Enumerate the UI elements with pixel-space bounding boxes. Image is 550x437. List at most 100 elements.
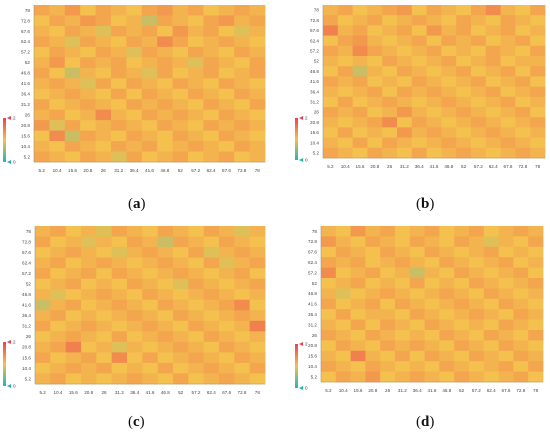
heatmap-cell	[528, 226, 544, 237]
heatmap-cell	[127, 331, 143, 343]
heatmap-cell	[367, 35, 383, 47]
x-tick-label: 72.8	[516, 388, 525, 393]
heatmap-cell	[127, 247, 143, 258]
heatmap-cell	[515, 35, 531, 47]
heatmap-cell	[456, 76, 472, 87]
colorbar-max-label: 2	[13, 340, 16, 345]
heatmap-cell	[218, 78, 235, 90]
x-tick-label: 10.4	[339, 388, 348, 393]
heatmap-cell	[515, 107, 531, 118]
heatmap-cell	[500, 5, 516, 16]
heatmap-cell	[424, 288, 440, 300]
heatmap-cell	[321, 350, 337, 362]
heatmap-cell	[483, 257, 499, 268]
heatmap-cell	[500, 147, 516, 159]
heatmap-cell	[127, 289, 143, 301]
heatmap-cell	[234, 99, 250, 111]
heatmap-cell	[352, 66, 368, 77]
heatmap-cell	[126, 5, 143, 16]
heatmap-cell	[126, 109, 143, 121]
heatmap-cell	[500, 127, 516, 138]
heatmap-cell	[95, 88, 112, 100]
x-tick-label: 5.2	[325, 388, 332, 393]
x-tick-label: 41.6	[430, 164, 439, 169]
heatmap-cell	[50, 299, 67, 311]
heatmap-cell	[173, 373, 189, 385]
x-tick-label: 5.2	[327, 164, 334, 169]
heatmap-cell	[335, 298, 351, 310]
heatmap-cell	[350, 361, 366, 372]
heatmap-cell	[382, 56, 398, 67]
heatmap-cell	[367, 137, 383, 149]
x-tick-label: 52	[461, 164, 467, 169]
heatmap-cell	[188, 341, 205, 353]
heatmap-cell	[95, 99, 112, 111]
x-tick-label: 26	[101, 390, 107, 395]
heatmap-cell	[142, 341, 159, 353]
heatmap-cell	[513, 257, 529, 268]
heatmap-cell	[173, 247, 189, 258]
heatmap-cell	[234, 151, 250, 163]
heatmap-cell	[323, 86, 339, 98]
heatmap-cell	[249, 362, 266, 374]
colorbar-min-marker	[7, 384, 11, 388]
heatmap-cell	[483, 246, 499, 258]
colorbar	[295, 118, 298, 160]
x-tick-label: 62.4	[489, 164, 498, 169]
heatmap-cell	[218, 151, 235, 163]
heatmap-cell	[380, 288, 396, 300]
heatmap-cells	[34, 5, 266, 163]
heatmap-cell	[218, 88, 235, 100]
heatmap-cell	[234, 36, 250, 48]
heatmap-cell	[456, 45, 472, 57]
heatmap-cell	[382, 86, 398, 98]
heatmap-cell	[126, 88, 143, 100]
x-tick-label: 67.6	[504, 164, 513, 169]
heatmap-cell	[485, 5, 501, 16]
heatmap-cell	[96, 320, 113, 332]
heatmap-cell	[95, 57, 112, 69]
heatmap-cell	[50, 373, 67, 385]
heatmap-cell	[50, 331, 67, 343]
heatmap-cell	[337, 147, 353, 159]
heatmap-cell	[411, 5, 427, 16]
colorbar-min-label: 0	[13, 160, 16, 165]
heatmap-cell	[126, 78, 143, 90]
y-tick-label: 62.4	[22, 260, 31, 265]
heatmap-cell	[141, 99, 158, 111]
heatmap-cell	[454, 350, 470, 362]
heatmap-cell	[111, 236, 128, 248]
heatmap-cell	[188, 46, 204, 58]
heatmap-cell	[426, 45, 442, 57]
heatmap-cell	[397, 137, 413, 149]
heatmap-cell	[323, 127, 339, 138]
x-tick-label: 46.8	[160, 168, 169, 173]
x-tick-label: 36.4	[415, 164, 424, 169]
heatmap-cell	[397, 96, 413, 108]
heatmap-cell	[127, 278, 143, 290]
heatmap-cell	[352, 5, 368, 16]
heatmap-cell	[513, 330, 529, 341]
heatmap-cell	[365, 371, 381, 383]
x-tick-label: 36.4	[130, 168, 139, 173]
heatmap-cell	[382, 35, 398, 47]
heatmap-cell	[126, 46, 143, 58]
heatmap-cell	[471, 96, 487, 108]
heatmap-cell	[321, 236, 337, 248]
heatmap-cell	[81, 320, 97, 332]
heatmap-cell	[380, 226, 396, 237]
heatmap-cell	[409, 236, 425, 248]
heatmap-cell	[50, 247, 67, 258]
heatmap-cell	[203, 331, 220, 343]
heatmap-cell	[528, 340, 544, 352]
heatmap-cell	[409, 340, 425, 352]
heatmap-cell	[111, 247, 128, 258]
heatmap-cell	[397, 56, 413, 67]
heatmap-cell	[441, 35, 457, 47]
heatmap-cell	[34, 99, 50, 111]
heatmap-cell	[411, 66, 427, 77]
heatmap-cell	[350, 226, 366, 237]
heatmap-cell	[188, 5, 204, 16]
heatmap-cell	[528, 288, 544, 300]
heatmap-cell	[65, 289, 82, 301]
